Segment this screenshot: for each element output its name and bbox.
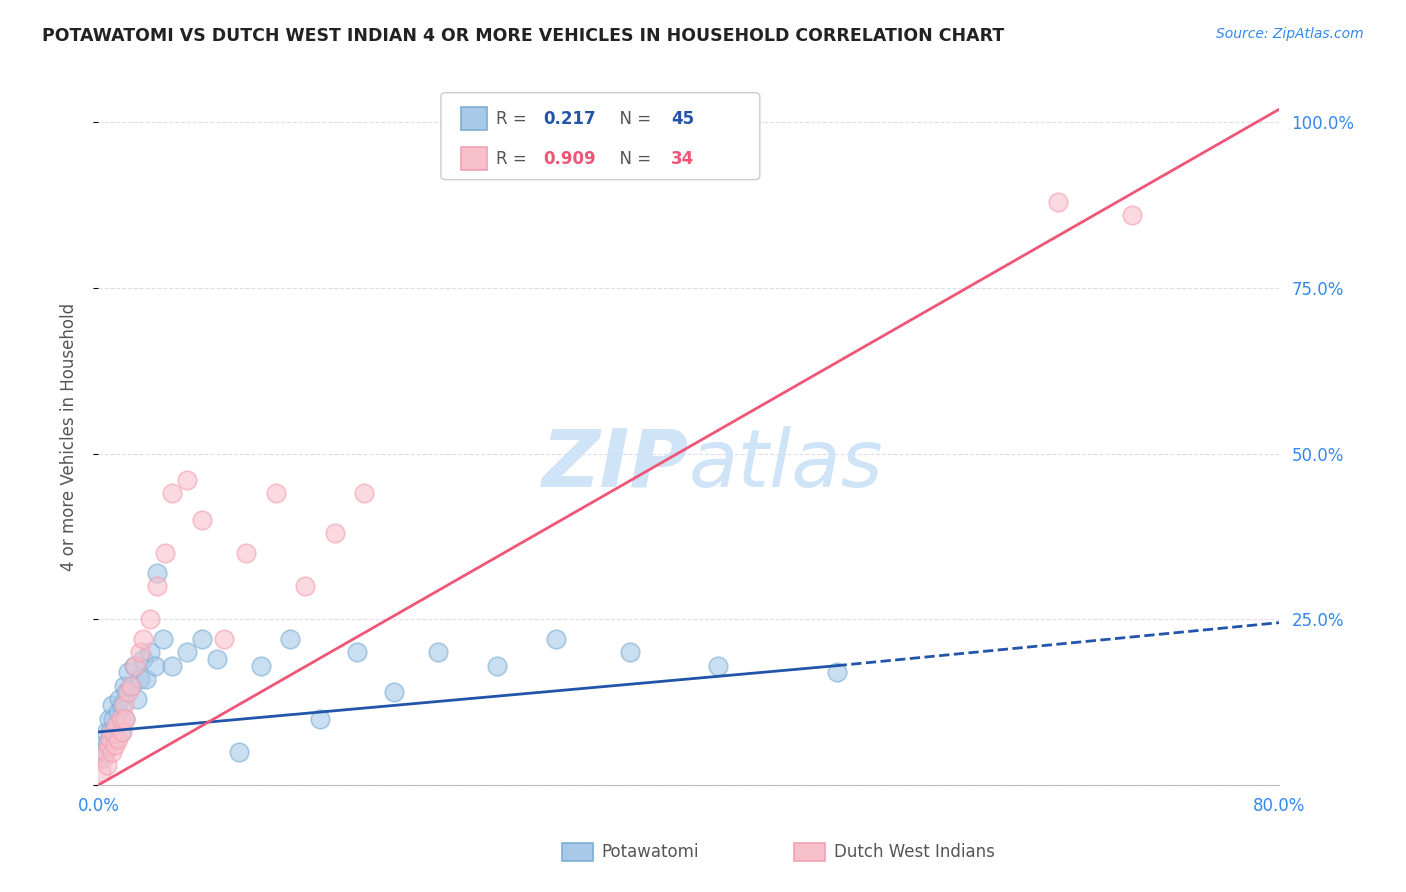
Point [382, 685, 405, 699]
FancyBboxPatch shape [441, 93, 759, 179]
Point [91, 738, 114, 752]
Point [122, 658, 145, 673]
Y-axis label: 4 or more Vehicles in Household: 4 or more Vehicles in Household [59, 303, 77, 571]
Point [176, 645, 198, 659]
Text: N =: N = [609, 110, 657, 128]
Point [1121, 208, 1143, 222]
Point [111, 725, 134, 739]
Point [103, 712, 125, 726]
Point [191, 513, 214, 527]
Point [125, 691, 148, 706]
Point [90, 751, 112, 765]
Point [103, 725, 125, 739]
Text: 34: 34 [671, 150, 695, 168]
Point [153, 546, 176, 560]
Text: atlas: atlas [689, 425, 884, 504]
Point [162, 658, 183, 673]
Point [1046, 194, 1069, 209]
Text: R =: R = [496, 110, 533, 128]
Text: Dutch West Indians: Dutch West Indians [834, 843, 994, 861]
Point [707, 658, 730, 673]
Point [94, 745, 117, 759]
Point [110, 712, 132, 726]
Point [120, 679, 142, 693]
Point [546, 632, 568, 647]
Point [114, 712, 136, 726]
Text: ZIP: ZIP [541, 425, 689, 504]
Text: Source: ZipAtlas.com: Source: ZipAtlas.com [1216, 27, 1364, 41]
Point [294, 579, 316, 593]
Point [104, 731, 127, 746]
Point [162, 486, 183, 500]
Point [108, 691, 131, 706]
Point [235, 546, 257, 560]
Point [353, 486, 375, 500]
Point [619, 645, 641, 659]
Point [115, 685, 138, 699]
Point [97, 738, 120, 752]
Point [111, 698, 134, 713]
Text: 45: 45 [671, 110, 695, 128]
Point [110, 725, 132, 739]
Text: POTAWATOMI VS DUTCH WEST INDIAN 4 OR MORE VEHICLES IN HOUSEHOLD CORRELATION CHAR: POTAWATOMI VS DUTCH WEST INDIAN 4 OR MOR… [42, 27, 1004, 45]
Point [117, 685, 139, 699]
Point [212, 632, 235, 647]
Point [98, 725, 121, 739]
Point [100, 745, 122, 759]
FancyBboxPatch shape [461, 147, 486, 169]
Point [128, 645, 150, 659]
Point [94, 725, 117, 739]
Point [146, 579, 169, 593]
Point [93, 751, 115, 765]
Point [228, 745, 250, 759]
Point [97, 712, 120, 726]
Point [124, 658, 146, 673]
FancyBboxPatch shape [461, 107, 486, 129]
Text: 0.217: 0.217 [544, 110, 596, 128]
Point [427, 645, 450, 659]
Point [132, 632, 155, 647]
Point [143, 658, 166, 673]
Point [323, 526, 346, 541]
Point [114, 712, 136, 726]
Point [105, 718, 128, 732]
Point [112, 679, 135, 693]
Point [278, 632, 302, 647]
Point [152, 632, 174, 647]
Point [105, 718, 128, 732]
Point [107, 731, 129, 746]
Point [264, 486, 287, 500]
Point [100, 698, 122, 713]
Point [346, 645, 368, 659]
Point [309, 712, 332, 726]
Point [117, 665, 139, 680]
Point [250, 658, 273, 673]
Point [96, 758, 118, 772]
Point [139, 612, 162, 626]
Point [825, 665, 848, 680]
Point [135, 672, 157, 686]
Point [98, 731, 121, 746]
Point [128, 672, 150, 686]
Point [107, 705, 129, 719]
Point [104, 738, 127, 752]
Text: Potawatomi: Potawatomi [602, 843, 699, 861]
Point [191, 632, 214, 647]
Point [139, 645, 162, 659]
Point [146, 566, 169, 580]
Text: 0.909: 0.909 [544, 150, 596, 168]
Point [120, 679, 142, 693]
Point [96, 738, 118, 752]
Text: R =: R = [496, 150, 533, 168]
Point [132, 652, 155, 666]
Point [93, 745, 115, 759]
Point [205, 652, 228, 666]
Point [112, 698, 135, 713]
Text: N =: N = [609, 150, 657, 168]
Point [176, 473, 198, 487]
Point [90, 764, 112, 779]
Point [486, 658, 509, 673]
